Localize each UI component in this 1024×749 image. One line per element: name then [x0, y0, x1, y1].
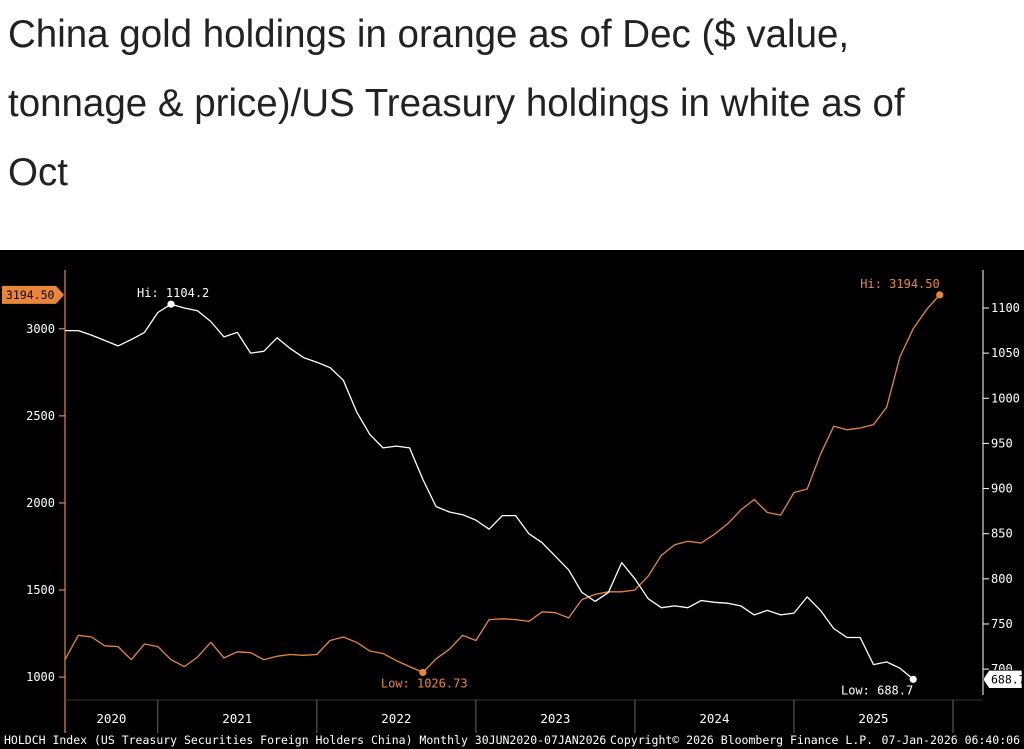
treasury-last-value-label: 688.7 [991, 672, 1024, 686]
x-tick-label: 2022 [381, 711, 411, 726]
x-tick-label: 2021 [222, 711, 252, 726]
left-axis: 1000 1500 2000 2500 3000 [26, 322, 65, 684]
footer-left-text: HOLDCH Index (US Treasury Securities For… [4, 733, 606, 747]
gold-low-label: Low: 1026.73 [381, 676, 468, 690]
gold-high-label: Hi: 3194.50 [860, 277, 939, 291]
footer-timestamp-text: 07-Jan-2026 06:40:06 [882, 733, 1021, 747]
treasury-series-line [65, 303, 914, 680]
treasury-low-label: Low: 688.7 [841, 683, 913, 697]
gold-last-value-tag [2, 285, 64, 304]
treasury-high-label: Hi: 1104.2 [137, 286, 209, 300]
treasury-low-marker [909, 675, 917, 683]
gold-series-line [64, 294, 941, 674]
left-tick-label: 3000 [26, 322, 55, 336]
treasury-high-marker [167, 300, 175, 308]
right-tick-label: 750 [991, 617, 1013, 631]
x-axis: 2020 2021 2022 2023 2024 2025 [96, 700, 954, 733]
right-tick-label: 800 [991, 572, 1013, 586]
chart-container: 1000 1500 2000 2500 3000 700 750 800 850 900 950 1… [0, 250, 1024, 749]
series-layer [64, 294, 941, 680]
annotation-layer: Hi: 3194.50 Low: 1026.73 3194.50 Hi: 1104.2… [2, 277, 1024, 697]
x-tick-label: 2025 [858, 711, 888, 726]
x-tick-label: 2024 [699, 711, 729, 726]
right-tick-label: 1000 [991, 391, 1020, 405]
right-tick-label: 1050 [991, 346, 1020, 360]
left-tick-label: 2000 [26, 496, 55, 510]
footer-copyright-text: Copyright© 2026 Bloomberg Finance L.P. [610, 733, 873, 747]
left-tick-label: 1500 [26, 583, 55, 597]
right-tick-label: 1100 [991, 301, 1020, 315]
treasury-last-value-tag [982, 670, 1023, 689]
right-tick-label: 900 [991, 482, 1013, 496]
gold-high-marker [936, 291, 944, 299]
gold-low-marker [419, 668, 427, 677]
right-tick-label: 850 [991, 527, 1013, 541]
headline: China gold holdings in orange as of Dec … [8, 13, 905, 194]
left-tick-label: 2500 [26, 409, 55, 423]
left-tick-label: 1000 [26, 670, 55, 684]
x-tick-label: 2023 [540, 711, 570, 726]
x-tick-label: 2020 [96, 711, 126, 726]
right-tick-label: 950 [991, 436, 1013, 450]
gold-last-value-label: 3194.50 [6, 288, 55, 302]
